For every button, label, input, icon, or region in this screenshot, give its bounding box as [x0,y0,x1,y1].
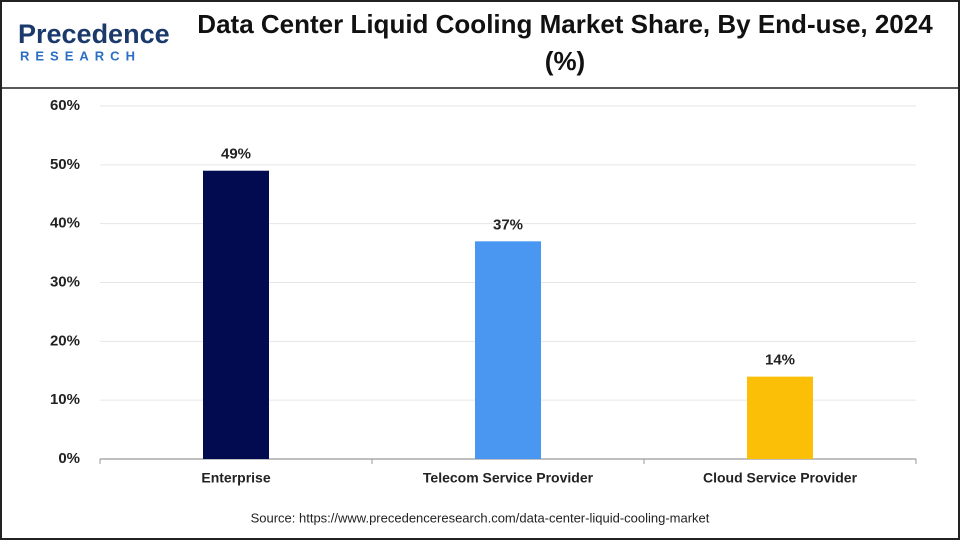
y-tick-label: 10% [50,391,80,408]
y-tick-label: 50% [50,156,80,173]
data-label: 37% [493,216,523,233]
y-tick-label: 40% [50,215,80,232]
bar [475,241,541,459]
bar [747,376,813,459]
y-tick-label: 30% [50,273,80,290]
source: Source: https://www.precedenceresearch.c… [251,510,710,525]
y-tick-label: 0% [58,450,80,467]
bar [203,170,269,459]
data-label: 49% [221,146,251,163]
logo-name: Precedence [18,19,170,49]
logo-tagline: RESEARCH [20,48,141,63]
y-tick-label: 60% [50,97,80,114]
y-tick-label: 20% [50,332,80,349]
x-tick-label: Cloud Service Provider [703,470,858,486]
data-label: 14% [765,352,795,369]
x-tick-label: Enterprise [201,470,270,486]
chart-title: Data Center Liquid Cooling Market Share,… [197,9,933,76]
x-tick-label: Telecom Service Provider [423,470,594,486]
